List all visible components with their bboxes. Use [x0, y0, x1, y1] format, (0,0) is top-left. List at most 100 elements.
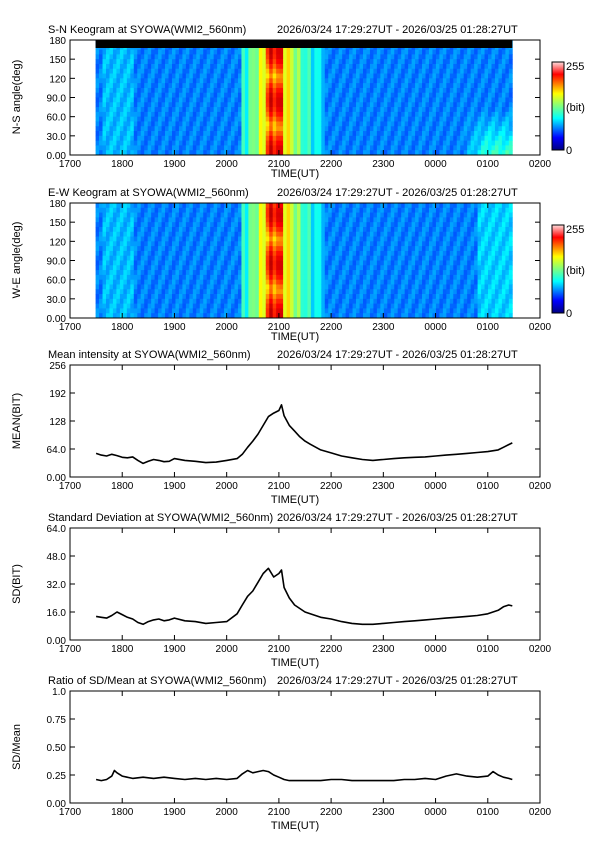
keogram-cell	[307, 116, 312, 122]
keogram-cell	[283, 274, 287, 281]
keogram-cell	[321, 140, 326, 146]
keogram-cell	[317, 255, 322, 261]
keogram-cell	[262, 313, 267, 319]
keogram-cell	[123, 207, 128, 213]
keogram-cell	[168, 116, 173, 122]
keogram-cell	[255, 298, 260, 305]
keogram-cell	[380, 49, 385, 55]
keogram-cell	[144, 207, 149, 213]
keogram-cell	[293, 121, 298, 127]
keogram-cell	[449, 135, 454, 142]
keogram-cell	[276, 150, 281, 156]
keogram-cell	[369, 150, 374, 156]
keogram-cell	[234, 107, 239, 113]
keogram-cell	[508, 63, 513, 70]
keogram-cell	[106, 207, 110, 213]
keogram-cell	[505, 68, 510, 74]
keogram-cell	[206, 63, 211, 70]
keogram-cell	[310, 116, 315, 122]
keogram-cell	[116, 212, 121, 218]
keogram-cell	[314, 150, 319, 156]
keogram-cell	[279, 284, 284, 290]
keogram-cell	[137, 97, 142, 103]
keogram-cell	[432, 111, 437, 118]
keogram-cell	[220, 236, 225, 242]
keogram-cell	[349, 274, 353, 281]
keogram-cell	[234, 212, 239, 218]
keogram-cell	[175, 226, 180, 233]
keogram-cell	[178, 116, 183, 122]
keogram-cell	[498, 107, 503, 113]
keogram-cell	[297, 145, 301, 151]
keogram-cell	[185, 92, 190, 98]
keogram-cell	[279, 73, 284, 79]
keogram-cell	[220, 279, 225, 285]
keogram-cell	[119, 131, 124, 137]
keogram-cell	[324, 83, 329, 89]
keogram-cell	[411, 92, 416, 98]
keogram-cell	[237, 107, 242, 113]
keogram-cell	[258, 241, 263, 247]
keogram-cell	[376, 270, 381, 276]
keogram-cell	[422, 121, 426, 127]
keogram-cell	[279, 207, 284, 213]
keogram-cell	[171, 217, 176, 223]
keogram-cell	[234, 121, 239, 127]
keogram-cell	[321, 78, 326, 84]
keogram-cell	[376, 203, 381, 209]
keogram-cell	[227, 294, 232, 300]
keogram-cell	[494, 63, 499, 70]
keogram-cell	[338, 279, 343, 285]
keogram-cell	[321, 212, 326, 218]
keogram-cell	[428, 92, 433, 98]
keogram-cell	[192, 212, 197, 218]
keogram-cell	[283, 303, 287, 309]
keogram-cell	[147, 260, 152, 266]
keogram-cell	[283, 107, 287, 113]
keogram-cell	[390, 131, 395, 137]
keogram-cell	[453, 54, 458, 60]
keogram-cell	[397, 102, 402, 108]
keogram-cell	[151, 298, 156, 305]
keogram-cell	[109, 140, 114, 146]
keogram-cell	[161, 145, 166, 151]
keogram-cell	[362, 73, 367, 79]
keogram-cell	[102, 250, 107, 257]
keogram-cell	[338, 260, 343, 266]
keogram-cell	[265, 270, 270, 276]
keogram-cell	[338, 246, 343, 252]
keogram-cell	[415, 135, 419, 142]
keogram-cell	[203, 83, 208, 89]
keogram-cell	[154, 78, 159, 84]
keogram-cell	[314, 49, 319, 55]
keogram-cell	[488, 116, 492, 122]
keogram-cell	[116, 102, 121, 108]
keogram-cell	[106, 246, 110, 252]
keogram-cell	[203, 260, 208, 266]
keogram-cell	[269, 116, 274, 122]
keogram-cell	[126, 270, 131, 276]
keogram-cell	[199, 131, 204, 137]
keogram-cell	[106, 78, 110, 84]
keogram-cell	[383, 260, 388, 266]
keogram-cell	[467, 68, 472, 74]
y-tick-label: 30.0	[47, 132, 67, 143]
keogram-cell	[123, 87, 128, 94]
keogram-cell	[422, 126, 426, 132]
keogram-cell	[477, 78, 482, 84]
keogram-cell	[303, 246, 308, 252]
keogram-cell	[286, 284, 291, 290]
keogram-cell	[307, 265, 312, 271]
keogram-cell	[359, 289, 364, 295]
keogram-cell	[196, 121, 201, 127]
keogram-cell	[456, 111, 461, 118]
keogram-cell	[217, 298, 222, 305]
keogram-cell	[189, 83, 194, 89]
keogram-cell	[99, 250, 103, 257]
keogram-cell	[425, 73, 430, 79]
keogram-cell	[185, 255, 190, 261]
keogram-cell	[126, 102, 131, 108]
keogram-cell	[178, 289, 183, 295]
keogram-cell	[116, 83, 121, 89]
keogram-cell	[168, 92, 173, 98]
